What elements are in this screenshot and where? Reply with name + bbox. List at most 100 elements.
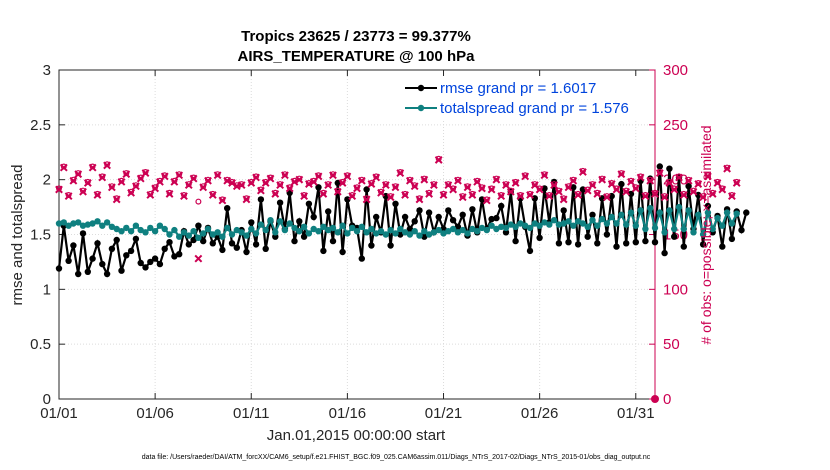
totalspread-point bbox=[334, 229, 341, 236]
obs_assimilated-point bbox=[574, 191, 583, 199]
totalspread-point bbox=[459, 226, 466, 234]
chart-subtitle: AIRS_TEMPERATURE @ 100 hPa bbox=[238, 48, 476, 65]
obs_assimilated-point bbox=[425, 190, 434, 198]
totalspread-point bbox=[60, 219, 67, 226]
rmse-point bbox=[276, 199, 284, 206]
obs_assimilated-point bbox=[131, 182, 140, 191]
rmse-point bbox=[358, 255, 365, 262]
rmse-point bbox=[603, 231, 611, 238]
totalspread-point bbox=[156, 222, 164, 229]
totalspread-point bbox=[454, 229, 462, 236]
obs_assimilated-point bbox=[670, 185, 679, 194]
obs_assimilated-point bbox=[684, 176, 693, 185]
obs_assimilated-point bbox=[631, 184, 640, 193]
totalspread-point bbox=[392, 230, 399, 237]
obs_assimilated-point bbox=[468, 191, 477, 199]
rmse-point bbox=[421, 233, 428, 240]
totalspread-point bbox=[339, 222, 346, 229]
obs_assimilated-point bbox=[545, 192, 554, 201]
totalspread-point bbox=[488, 222, 495, 229]
totalspread-point bbox=[257, 221, 265, 228]
totalspread-point bbox=[445, 228, 452, 235]
totalspread-point bbox=[209, 231, 216, 238]
obs_assimilated-point bbox=[578, 168, 587, 176]
y2-tick-label: 300 bbox=[663, 62, 688, 79]
obs_assimilated-point bbox=[415, 195, 424, 204]
obs_assimilated-point bbox=[170, 177, 179, 186]
obs_assimilated-point bbox=[103, 161, 111, 170]
rmse-point bbox=[627, 190, 635, 198]
rmse-point bbox=[671, 233, 678, 240]
totalspread-point bbox=[478, 224, 486, 232]
rmse-point bbox=[272, 233, 279, 240]
obs_assimilated-point bbox=[189, 174, 198, 183]
rmse-point bbox=[642, 237, 649, 245]
totalspread-point bbox=[291, 224, 298, 232]
rmse-point bbox=[132, 235, 140, 243]
obs_assimilated-point bbox=[492, 175, 501, 184]
totalspread-point bbox=[252, 230, 260, 237]
rmse-point bbox=[334, 179, 341, 187]
rmse-point bbox=[574, 241, 582, 248]
x-tick-label: 01/16 bbox=[329, 405, 367, 422]
obs_assimilated-point bbox=[478, 184, 486, 193]
obs_assimilated-point bbox=[588, 181, 597, 190]
obs_assimilated-point bbox=[228, 179, 236, 187]
rmse-point bbox=[84, 268, 92, 275]
obs_assimilated-point bbox=[319, 190, 328, 198]
obs_assimilated-point bbox=[237, 181, 246, 190]
obs_assimilated-point bbox=[98, 173, 107, 182]
obs_assimilated-point bbox=[381, 181, 390, 190]
totalspread-point bbox=[594, 222, 601, 229]
series-layer bbox=[55, 155, 750, 403]
obs_assimilated-point bbox=[391, 183, 400, 192]
totalspread-point bbox=[656, 209, 663, 216]
totalspread-point bbox=[517, 220, 524, 227]
obs_assimilated-point bbox=[74, 170, 83, 179]
rmse-point bbox=[89, 255, 96, 262]
rmse-point bbox=[219, 246, 226, 254]
rmse-point bbox=[425, 209, 433, 216]
totalspread-point bbox=[377, 228, 385, 235]
totalspread-point bbox=[498, 223, 505, 230]
rmse-point bbox=[243, 248, 250, 256]
rmse-point bbox=[339, 248, 346, 256]
totalspread-point bbox=[526, 224, 534, 232]
obs_assimilated-point bbox=[699, 193, 707, 202]
obs_assimilated-point bbox=[401, 191, 409, 199]
rmse-point bbox=[392, 200, 399, 207]
totalspread-point bbox=[94, 218, 101, 225]
rmse-point bbox=[228, 240, 236, 247]
totalspread-point bbox=[401, 229, 409, 236]
totalspread-point bbox=[204, 225, 212, 233]
x-tick-label: 01/21 bbox=[425, 405, 463, 422]
totalspread-point bbox=[483, 226, 490, 234]
totalspread-point bbox=[137, 226, 144, 234]
y2-tick-label: 250 bbox=[663, 117, 688, 134]
totalspread-point bbox=[214, 229, 221, 236]
y-axis-label: rmse and totalspread bbox=[9, 165, 26, 306]
rmse-point bbox=[291, 237, 298, 245]
rmse-point bbox=[147, 258, 154, 266]
obs_assimilated-point bbox=[199, 183, 208, 192]
totalspread-point bbox=[449, 225, 457, 233]
totalspread-point bbox=[171, 226, 178, 234]
totalspread-point bbox=[522, 222, 529, 229]
totalspread-point bbox=[123, 224, 130, 232]
totalspread-point bbox=[113, 225, 120, 233]
obs_assimilated-point bbox=[59, 163, 68, 172]
obs_assimilated-point bbox=[675, 173, 683, 182]
y-tick-label: 0.5 bbox=[30, 336, 51, 353]
rmse-point bbox=[113, 236, 120, 244]
totalspread-point bbox=[440, 230, 447, 237]
obs_assimilated-point bbox=[122, 170, 131, 179]
rmse-point bbox=[315, 184, 322, 191]
obs_assimilated-point bbox=[353, 184, 361, 193]
y2-zero-marker bbox=[651, 395, 659, 403]
obs_assimilated-point bbox=[180, 192, 188, 201]
x-tick-label: 01/06 bbox=[136, 405, 174, 422]
totalspread-point bbox=[166, 231, 173, 238]
totalspread-point bbox=[200, 230, 207, 237]
rmse-point bbox=[656, 163, 663, 170]
totalspread-point bbox=[560, 220, 567, 227]
